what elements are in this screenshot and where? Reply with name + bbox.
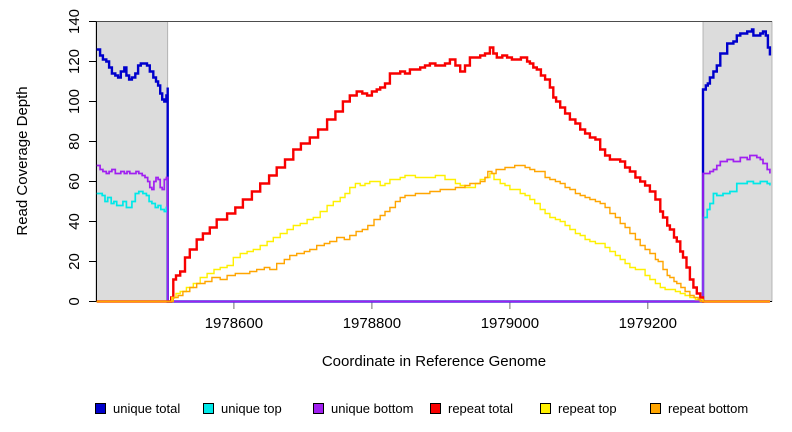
series-line-unique-top <box>96 180 771 303</box>
x-tick-label-1978600: 1978600 <box>205 315 263 332</box>
y-tick-label-120: 120 <box>66 49 83 74</box>
legend-swatch-unique-total <box>95 403 106 414</box>
legend-swatch-repeat-top <box>540 403 551 414</box>
masked-region-masked-left <box>95 21 169 302</box>
legend-item-unique-total: unique total <box>95 401 180 416</box>
legend-label-unique-bottom: unique bottom <box>331 401 414 416</box>
legend-label-repeat-total: repeat total <box>448 401 514 416</box>
masked-regions-layer <box>95 21 773 302</box>
series-line-unique-total <box>96 28 772 303</box>
legend-swatch-repeat-total <box>430 403 441 414</box>
legend-swatch-repeat-bottom <box>650 403 661 414</box>
y-tick-label-60: 60 <box>66 173 83 190</box>
series-line-repeat-top <box>96 172 770 303</box>
y-tick-label-100: 100 <box>66 89 83 114</box>
legend-item-unique-bottom: unique bottom <box>313 401 413 416</box>
x-tick-label-1978800: 1978800 <box>343 315 401 332</box>
x-tick-label-1979200: 1979200 <box>619 315 677 332</box>
x-axis-title: Coordinate in Reference Genome <box>322 353 546 370</box>
legend-item-repeat-total: repeat total <box>430 401 513 416</box>
legend-label-unique-top: unique top <box>221 401 282 416</box>
series-line-repeat-total <box>96 46 770 303</box>
legend-item-unique-top: unique top <box>203 401 282 416</box>
y-tick-label-0: 0 <box>66 297 83 305</box>
legend-label-repeat-bottom: repeat bottom <box>668 401 749 416</box>
legend-label-repeat-top: repeat top <box>558 401 617 416</box>
series-line-unique-bottom <box>96 154 771 303</box>
y-tick-label-140: 140 <box>66 9 83 34</box>
legend-swatch-unique-top <box>203 403 214 414</box>
y-axis-title: Read Coverage Depth <box>14 86 31 235</box>
x-tick-label-1979000: 1979000 <box>481 315 539 332</box>
x-axis-ticks <box>233 302 649 309</box>
series-layer <box>96 28 772 303</box>
legend-label-unique-total: unique total <box>113 401 181 416</box>
y-tick-label-40: 40 <box>66 213 83 230</box>
y-axis-ticks <box>89 21 96 302</box>
series-line-repeat-bottom <box>96 164 770 303</box>
legend-swatch-unique-bottom <box>313 403 324 414</box>
legend-item-repeat-top: repeat top <box>540 401 617 416</box>
y-tick-label-20: 20 <box>66 253 83 270</box>
y-tick-label-80: 80 <box>66 133 83 150</box>
legend-item-repeat-bottom: repeat bottom <box>650 401 748 416</box>
